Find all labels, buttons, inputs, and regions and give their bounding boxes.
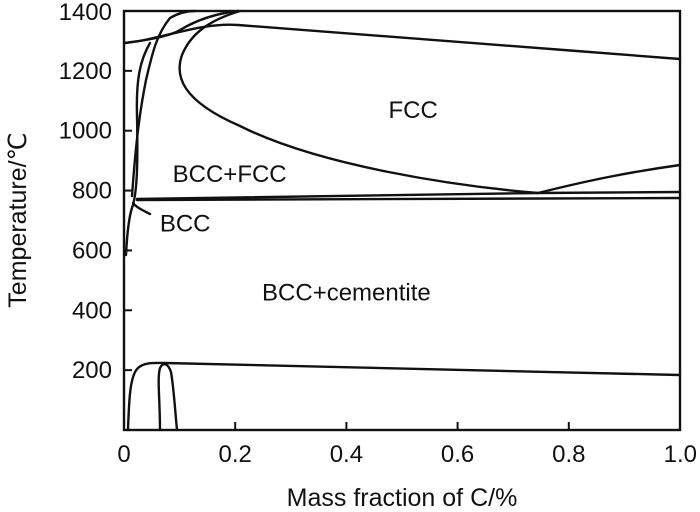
boundary-fcc-loop <box>178 9 540 195</box>
y-tick-label: 400 <box>72 297 112 324</box>
x-tick-label: 0.2 <box>219 441 252 468</box>
x-tick-label: 0.4 <box>330 441 363 468</box>
y-axis-title: Temperature/℃ <box>4 132 32 307</box>
boundary-eutectoid-lower <box>135 196 682 202</box>
y-tick-label: 600 <box>72 237 112 264</box>
region-label-fcc: FCC <box>388 97 437 124</box>
boundary-bcc-corner <box>131 201 152 216</box>
boundary-bcc-solvus <box>124 41 152 257</box>
y-tick-label: 1200 <box>59 58 112 85</box>
x-tick-label: 0.6 <box>441 441 474 468</box>
x-axis: 0 0.2 0.4 0.6 0.8 1.0 <box>117 422 697 468</box>
y-tick-label: 200 <box>72 357 112 384</box>
x-tick-label: 0 <box>117 441 130 468</box>
boundary-acm <box>536 163 682 195</box>
y-axis: 200 400 600 800 1000 1200 1400 <box>59 0 132 384</box>
y-tick-label: 1000 <box>59 118 112 145</box>
x-tick-label: 1.0 <box>664 441 697 468</box>
boundary-delta <box>122 9 240 45</box>
x-tick-label: 0.8 <box>552 441 585 468</box>
region-labels: FCC BCC+FCC BCC BCC+cementite <box>160 97 438 307</box>
y-tick-label: 1400 <box>59 0 112 26</box>
region-label-bcc-fcc: BCC+FCC <box>173 161 287 188</box>
plot-frame <box>122 9 682 432</box>
boundary-eutectoid-upper <box>135 190 682 201</box>
x-axis-title: Mass fraction of C/% <box>287 484 518 512</box>
boundary-liquidus-upper <box>122 23 682 61</box>
y-tick-label: 800 <box>72 178 112 205</box>
region-label-bcc: BCC <box>160 210 211 237</box>
boundary-low-temp <box>126 361 682 432</box>
boundary-carbide-loop <box>157 363 179 432</box>
region-label-bcc-cementite: BCC+cementite <box>262 279 431 306</box>
phase-boundaries <box>122 9 682 432</box>
